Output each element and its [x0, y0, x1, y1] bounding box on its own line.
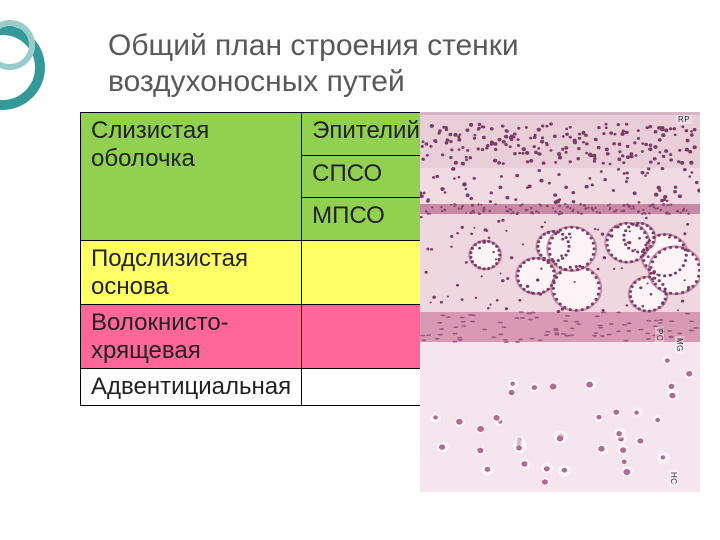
sublayer-cell: СПСО	[302, 155, 431, 198]
table-row: Адвентициальная	[81, 369, 431, 406]
histology-label: MG	[675, 336, 684, 354]
histology-image: RP PC MG HC	[420, 112, 700, 492]
histology-svg	[420, 112, 700, 492]
table-row: Подслизистая основа	[81, 241, 431, 305]
sublayer-cell: Эпителий	[302, 113, 431, 156]
slide-title: Общий план строения стенки воздухоносных…	[108, 28, 668, 100]
sublayer-cell	[302, 241, 431, 305]
sublayer-cell	[302, 305, 431, 369]
layer-name-cell: Слизистая оболочка	[81, 113, 302, 241]
histology-label: PC	[655, 327, 664, 343]
layer-name-cell: Волокнисто-хрящевая	[81, 305, 302, 369]
airway-wall-table: Слизистая оболочкаЭпителийСПСОМПСОПодсли…	[80, 112, 431, 406]
sublayer-cell: МПСО	[302, 198, 431, 241]
layer-name-cell: Адвентициальная	[81, 369, 302, 406]
layer-name-cell: Подслизистая основа	[81, 241, 302, 305]
table-row: Слизистая оболочкаЭпителий	[81, 113, 431, 156]
slide: Общий план строения стенки воздухоносных…	[0, 0, 720, 540]
table-row: Волокнисто-хрящевая	[81, 305, 431, 369]
sublayer-cell	[302, 369, 431, 406]
histology-label: HC	[669, 470, 678, 487]
histology-label: RP	[676, 115, 692, 124]
